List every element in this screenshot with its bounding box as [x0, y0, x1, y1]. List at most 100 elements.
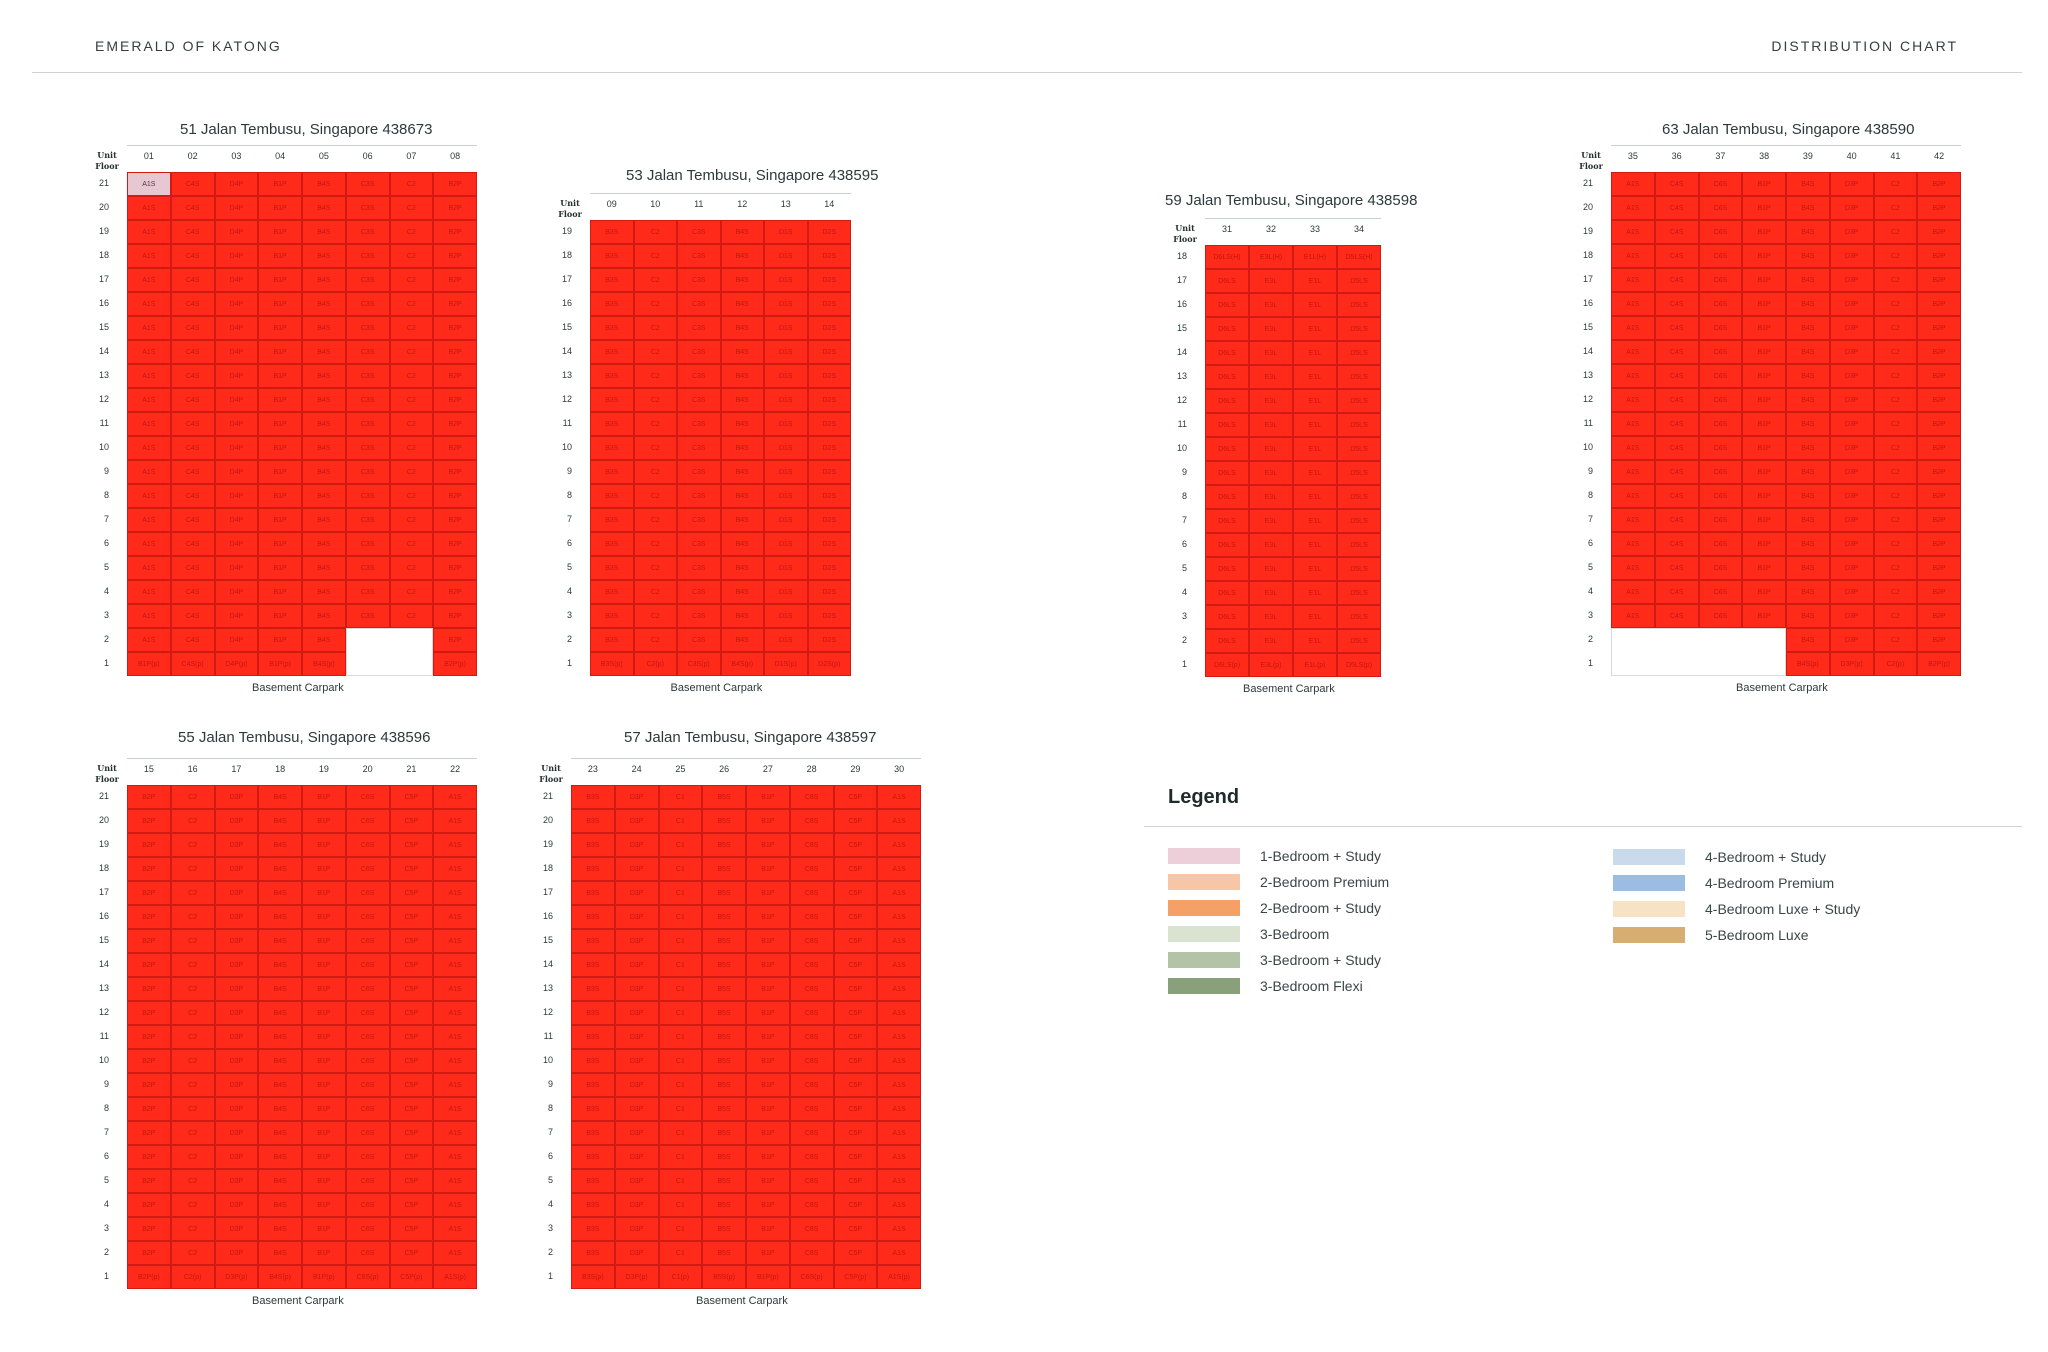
unit-cell[interactable]: B2P	[1917, 460, 1961, 484]
unit-cell[interactable]: A1S	[1611, 364, 1655, 388]
unit-cell[interactable]: C6S	[345, 977, 390, 1001]
unit-cell[interactable]: C1	[658, 857, 703, 881]
unit-cell[interactable]: B5S	[702, 857, 746, 881]
unit-cell[interactable]: C5P	[833, 785, 878, 809]
unit-cell[interactable]: D3P	[214, 953, 259, 977]
unit-cell[interactable]: D4P	[214, 244, 259, 268]
unit-cell[interactable]: A1S	[1611, 436, 1655, 460]
unit-cell[interactable]: B4S	[720, 484, 764, 508]
unit-cell[interactable]: E1L	[1293, 485, 1337, 509]
unit-cell[interactable]: B1P	[258, 316, 302, 340]
unit-cell[interactable]: C2	[1873, 316, 1918, 340]
unit-cell[interactable]: C6S	[1698, 580, 1743, 604]
unit-cell[interactable]: B1P	[1742, 484, 1786, 508]
unit-cell[interactable]: B1P	[746, 1217, 790, 1241]
unit-cell[interactable]: B4S	[1786, 196, 1830, 220]
unit-cell[interactable]: C5P	[833, 1145, 878, 1169]
unit-cell[interactable]: B1P	[258, 556, 302, 580]
unit-cell[interactable]: B5S	[702, 1241, 746, 1265]
unit-cell[interactable]: B1P	[746, 1121, 790, 1145]
unit-cell[interactable]: D3P	[1829, 196, 1874, 220]
unit-cell[interactable]: D4P	[214, 604, 259, 628]
unit-cell[interactable]: E1L	[1293, 461, 1337, 485]
unit-cell[interactable]: A1S	[433, 929, 477, 953]
unit-cell[interactable]: C3S	[677, 388, 721, 412]
unit-cell[interactable]: C1	[658, 1145, 703, 1169]
unit-cell[interactable]: A1S	[877, 1241, 921, 1265]
unit-cell[interactable]: D1S	[764, 220, 808, 244]
unit-cell[interactable]: E3L	[1249, 293, 1293, 317]
unit-cell[interactable]: B3S	[571, 1169, 615, 1193]
unit-cell[interactable]: B2P	[433, 292, 477, 316]
unit-cell[interactable]: B5S	[702, 1169, 746, 1193]
unit-cell[interactable]: B3S	[571, 1217, 615, 1241]
unit-cell[interactable]: B5S	[702, 1025, 746, 1049]
unit-cell[interactable]: B1P	[302, 1193, 346, 1217]
unit-cell[interactable]: D3P	[614, 929, 659, 953]
unit-cell[interactable]: B1P	[1742, 364, 1786, 388]
unit-cell[interactable]: E1L	[1293, 365, 1337, 389]
unit-cell[interactable]: B4S	[302, 340, 346, 364]
unit-cell[interactable]: B1P(p)	[258, 652, 302, 676]
unit-cell[interactable]: E1L	[1293, 413, 1337, 437]
unit-cell[interactable]: B1P	[746, 833, 790, 857]
unit-cell[interactable]: C4S	[170, 220, 215, 244]
unit-cell[interactable]: B2P	[433, 244, 477, 268]
unit-cell[interactable]: C6S	[1698, 316, 1743, 340]
unit-cell[interactable]: C2	[1873, 580, 1918, 604]
unit-cell[interactable]: B2P	[1917, 220, 1961, 244]
unit-cell[interactable]: C4S	[1654, 364, 1699, 388]
unit-cell[interactable]: B3S	[571, 1049, 615, 1073]
unit-cell[interactable]: B3S	[571, 953, 615, 977]
unit-cell[interactable]: C6S	[1698, 532, 1743, 556]
unit-cell[interactable]: C2	[1873, 268, 1918, 292]
unit-cell[interactable]: D4P	[214, 556, 259, 580]
unit-cell[interactable]: D5LS	[1337, 413, 1381, 437]
unit-cell[interactable]: A1S	[1611, 556, 1655, 580]
unit-cell[interactable]: C2	[170, 1217, 215, 1241]
unit-cell[interactable]: B1P	[746, 857, 790, 881]
unit-cell[interactable]: C3S	[345, 268, 390, 292]
unit-cell[interactable]: C3S	[345, 436, 390, 460]
unit-cell[interactable]: D2S	[807, 436, 851, 460]
unit-cell[interactable]: B2P	[127, 1121, 171, 1145]
unit-cell[interactable]: C3S	[677, 268, 721, 292]
unit-cell[interactable]: E1L	[1293, 509, 1337, 533]
unit-cell[interactable]: B4S	[302, 268, 346, 292]
unit-cell[interactable]: B2P	[433, 532, 477, 556]
unit-cell[interactable]: D1S	[764, 268, 808, 292]
unit-cell[interactable]: C2	[389, 412, 434, 436]
unit-cell[interactable]: C2	[170, 1121, 215, 1145]
unit-cell[interactable]: C2	[633, 556, 677, 580]
unit-cell[interactable]: C2	[1873, 196, 1918, 220]
unit-cell[interactable]: B2P	[433, 556, 477, 580]
unit-cell[interactable]: D3P	[614, 785, 659, 809]
unit-cell[interactable]: C5P	[833, 809, 878, 833]
unit-cell[interactable]: E3L(H)	[1249, 245, 1293, 269]
unit-cell[interactable]: C2	[170, 881, 215, 905]
unit-cell[interactable]: A1S	[127, 580, 171, 604]
unit-cell[interactable]: A1S	[877, 1073, 921, 1097]
unit-cell[interactable]: B1P	[1742, 340, 1786, 364]
unit-cell[interactable]: B3S	[571, 1025, 615, 1049]
unit-cell[interactable]: C6S(p)	[345, 1265, 390, 1289]
unit-cell[interactable]: B4S	[258, 905, 302, 929]
unit-cell[interactable]: B4S(p)	[720, 652, 764, 676]
unit-cell[interactable]: C6S	[1698, 244, 1743, 268]
unit-cell[interactable]: D3P	[1829, 628, 1874, 652]
unit-cell[interactable]: B4S	[1786, 460, 1830, 484]
unit-cell[interactable]: C3S	[345, 196, 390, 220]
unit-cell[interactable]: B1P	[258, 340, 302, 364]
unit-cell[interactable]: A1S	[877, 1097, 921, 1121]
unit-cell[interactable]: D3P	[614, 1121, 659, 1145]
unit-cell[interactable]: D3P	[1829, 340, 1874, 364]
unit-cell[interactable]: B4S	[302, 628, 346, 652]
unit-cell[interactable]: A1S	[877, 905, 921, 929]
unit-cell[interactable]: B2P	[1917, 196, 1961, 220]
unit-cell[interactable]: D2S	[807, 340, 851, 364]
unit-cell[interactable]: D1S	[764, 340, 808, 364]
unit-cell[interactable]: B3S	[590, 220, 634, 244]
unit-cell[interactable]: B2P	[1917, 436, 1961, 460]
unit-cell[interactable]: B4S	[258, 1241, 302, 1265]
unit-cell[interactable]: C6S	[345, 1169, 390, 1193]
